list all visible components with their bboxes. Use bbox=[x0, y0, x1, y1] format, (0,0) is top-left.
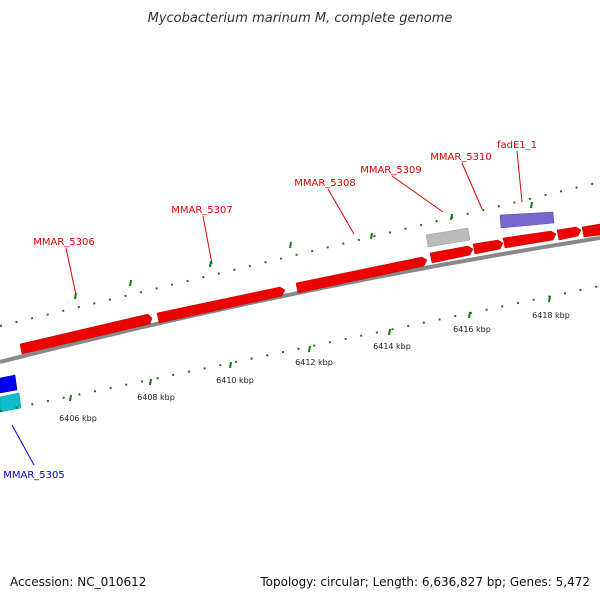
gene-label-mmar-5305: MMAR_5305 bbox=[3, 470, 65, 481]
tick-label: 6416 kbp bbox=[453, 325, 491, 334]
gene-mmar-5308[interactable] bbox=[295, 256, 428, 294]
tick-label: 6406 kbp bbox=[59, 414, 97, 423]
gene-gray-feature[interactable] bbox=[425, 227, 471, 248]
genome-backbone bbox=[0, 236, 600, 364]
tick-label: 6412 kbp bbox=[295, 358, 333, 367]
forward-genes bbox=[19, 223, 600, 355]
lower-minor-ticks bbox=[0, 285, 600, 412]
tick-label: 6418 kbp bbox=[532, 311, 570, 320]
gene-mmar-5309[interactable] bbox=[429, 245, 474, 264]
gene-forward-edge[interactable] bbox=[581, 223, 600, 238]
upper-major-ticks bbox=[74, 201, 533, 300]
gene-mmar-5307[interactable] bbox=[156, 286, 286, 324]
gene-labels: MMAR_5306 MMAR_5307 MMAR_5308 MMAR_5309 … bbox=[3, 140, 537, 481]
gene-fade1-1-forward[interactable] bbox=[502, 230, 557, 249]
tick-label: 6414 kbp bbox=[373, 342, 411, 351]
leader-mmar-5306 bbox=[65, 247, 77, 296]
leader-lines bbox=[65, 150, 523, 296]
gene-forward-small[interactable] bbox=[556, 226, 582, 241]
accession-text: Accession: NC_010612 bbox=[10, 575, 146, 589]
gene-label-fade1-1: fadE1_1 bbox=[497, 140, 537, 151]
upper-tick-track bbox=[0, 181, 600, 327]
tick-label: 6410 kbp bbox=[216, 376, 254, 385]
gene-label-mmar-5309: MMAR_5309 bbox=[360, 165, 422, 176]
topology-text: Topology: circular; Length: 6,636,827 bp… bbox=[259, 575, 590, 589]
map-title: Mycobacterium marinum M, complete genome bbox=[148, 11, 453, 26]
leader-mmar-5308 bbox=[327, 188, 355, 235]
leader-mmar-5305 bbox=[11, 424, 35, 466]
gene-mmar-5310[interactable] bbox=[472, 239, 504, 255]
leader-fade1-1 bbox=[516, 150, 523, 203]
scale-labels: 6406 kbp 6408 kbp 6410 kbp 6412 kbp 6414… bbox=[59, 311, 570, 423]
gene-label-mmar-5306: MMAR_5306 bbox=[33, 237, 95, 248]
gene-label-mmar-5307: MMAR_5307 bbox=[171, 205, 233, 216]
gene-mmar-5306[interactable] bbox=[19, 313, 153, 355]
gene-label-mmar-5310: MMAR_5310 bbox=[430, 152, 492, 163]
gene-purple-feature[interactable] bbox=[499, 211, 555, 229]
gene-blue-edge[interactable] bbox=[0, 374, 18, 394]
tick-label: 6408 kbp bbox=[137, 393, 175, 402]
leader-mmar-5307 bbox=[202, 215, 213, 265]
gene-label-mmar-5308: MMAR_5308 bbox=[294, 178, 356, 189]
lower-tick-track bbox=[0, 285, 600, 412]
leader-mmar-5309 bbox=[391, 175, 444, 213]
gene-mmar-5305[interactable] bbox=[0, 392, 22, 413]
leader-mmar-5310 bbox=[461, 162, 483, 210]
lower-major-ticks bbox=[69, 295, 551, 402]
